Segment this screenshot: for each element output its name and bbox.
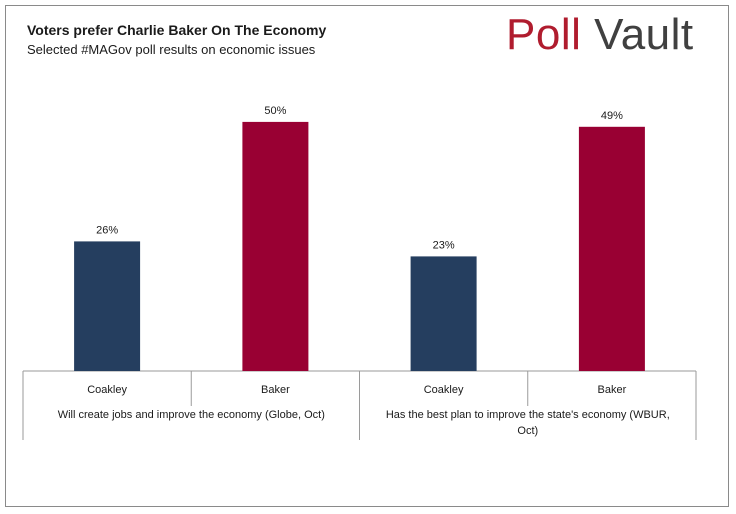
data-label: 49% (601, 110, 623, 122)
poll-vault-logo: Poll Vault (506, 10, 694, 60)
bar-coakley (410, 256, 477, 371)
category-label-baker: Baker (598, 384, 627, 396)
bar-baker (578, 126, 645, 371)
data-label: 23% (433, 239, 455, 251)
logo-poll-text: Poll (506, 10, 582, 59)
category-label-coakley: Coakley (87, 384, 127, 396)
group-label: Has the best plan to improve the state's… (386, 409, 670, 421)
chart-subtitle: Selected #MAGov poll results on economic… (27, 42, 316, 57)
bar-baker (242, 121, 309, 372)
category-label-coakley: Coakley (424, 384, 464, 396)
category-label-baker: Baker (261, 384, 290, 396)
bar-coakley (74, 241, 141, 371)
group-label: Will create jobs and improve the economy… (58, 409, 325, 421)
logo-vault-text: Vault (594, 10, 694, 59)
data-label: 50% (264, 105, 286, 117)
chart-title: Voters prefer Charlie Baker On The Econo… (27, 22, 327, 38)
data-label: 26% (96, 224, 118, 236)
group-label: Oct) (517, 425, 538, 437)
